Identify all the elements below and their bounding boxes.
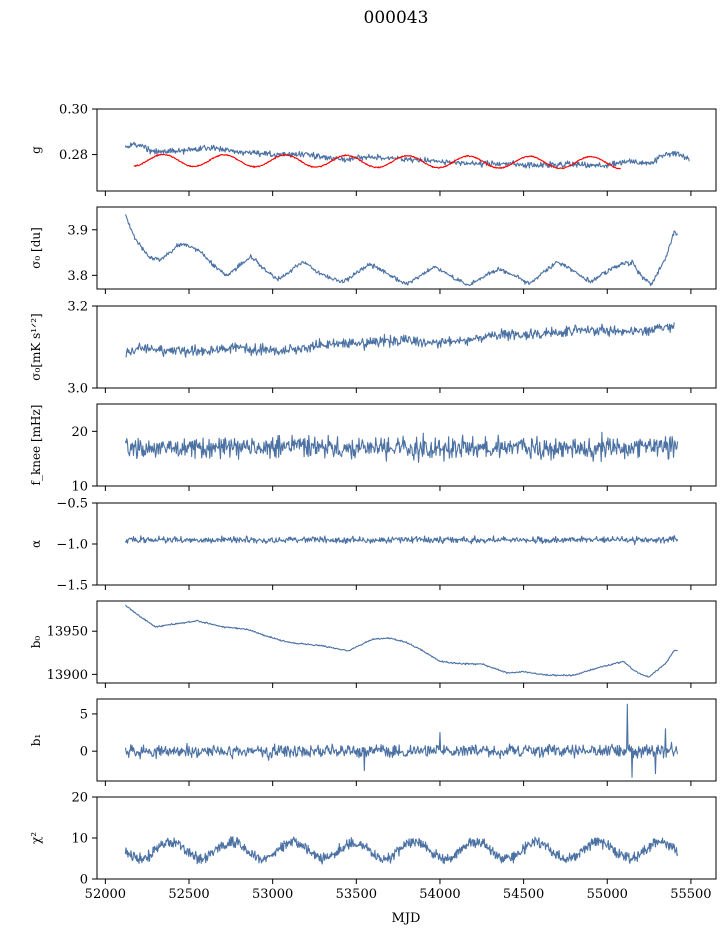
b1-ylabel: b₁ bbox=[29, 734, 43, 747]
chi2-ytick-label: 20 bbox=[71, 791, 88, 806]
alpha-ylabel: α bbox=[29, 540, 43, 548]
fknee-series-line-1 bbox=[124, 431, 679, 463]
panel-sigma0_du: 3.8 3.9 σ₀ [du] bbox=[29, 206, 717, 294]
figure-title: 000043 bbox=[364, 8, 429, 28]
fknee-ytick-label: 10 bbox=[71, 480, 88, 495]
panels: 0.28 0.30 g 3.8 3.9 σ₀ [du] 3.0 3.2 σ₀[mK s¹ᐟ²] 1… bbox=[29, 103, 717, 902]
b0-series-line-1 bbox=[125, 604, 678, 678]
panel-g: 0.28 0.30 g bbox=[29, 103, 717, 196]
chi2-ytick-label: 0 bbox=[80, 873, 88, 888]
fknee-axes-frame bbox=[96, 403, 717, 487]
sigma0_mk-ylabel: σ₀[mK s¹ᐟ²] bbox=[29, 313, 43, 380]
g-ylabel: g bbox=[29, 146, 43, 154]
b1-ytick-label: 5 bbox=[80, 707, 88, 722]
panel-b1: 0 5 b₁ bbox=[29, 698, 717, 786]
sigma0_du-ylabel: σ₀ [du] bbox=[29, 227, 43, 269]
panel-b0: 13900 13950 b₀ bbox=[29, 600, 717, 688]
b0-ytick-label: 13900 bbox=[47, 668, 88, 683]
chi2-axes-frame bbox=[96, 796, 717, 880]
b1-axes-frame bbox=[96, 698, 717, 782]
sigma0_du-ytick-label: 3.8 bbox=[67, 269, 88, 284]
g-series-line-2 bbox=[133, 153, 621, 170]
xtick-label: 55000 bbox=[587, 887, 628, 902]
chi2-series-line-1 bbox=[124, 836, 679, 865]
alpha-series-line-1 bbox=[124, 535, 679, 546]
b0-ytick-label: 13950 bbox=[47, 625, 88, 640]
sigma0_mk-axes-frame bbox=[96, 305, 717, 389]
xtick-label: 55500 bbox=[670, 887, 711, 902]
xtick-label: 54000 bbox=[419, 887, 460, 902]
g-axes-frame bbox=[96, 108, 717, 192]
xtick-label: 52500 bbox=[168, 887, 209, 902]
xtick-label: 53000 bbox=[252, 887, 293, 902]
panel-chi2: 0 10 20 52000 52500 53000 53500 54000 54500 55000… bbox=[29, 791, 717, 902]
xtick-label: 53500 bbox=[336, 887, 377, 902]
g-ytick-label: 0.30 bbox=[59, 103, 88, 118]
xtick-label: 52000 bbox=[85, 887, 126, 902]
panel-alpha: −1.5 −1.0 −0.5 α bbox=[29, 497, 717, 594]
b1-series-line-1 bbox=[124, 703, 679, 778]
b0-axes-frame bbox=[96, 600, 717, 684]
sigma0_du-series-line-1 bbox=[124, 214, 678, 287]
panel-fknee: 10 20 f_knee [mHz] bbox=[29, 403, 717, 495]
alpha-axes-frame bbox=[96, 502, 717, 586]
alpha-ytick-label: −0.5 bbox=[56, 497, 88, 512]
chi2-ylabel: χ² bbox=[29, 832, 43, 844]
b1-ytick-label: 0 bbox=[80, 745, 88, 760]
alpha-ytick-label: −1.0 bbox=[56, 538, 88, 553]
panel-sigma0_mk: 3.0 3.2 σ₀[mK s¹ᐟ²] bbox=[29, 300, 717, 397]
sigma0_mk-ytick-label: 3.2 bbox=[67, 300, 88, 315]
xtick-label: 54500 bbox=[503, 887, 544, 902]
sigma0_mk-series-line-1 bbox=[125, 322, 675, 358]
g-series-line-1 bbox=[124, 141, 690, 169]
sigma0_du-ytick-label: 3.9 bbox=[67, 223, 88, 238]
b0-ylabel: b₀ bbox=[29, 636, 43, 649]
fknee-ylabel: f_knee [mHz] bbox=[29, 405, 43, 486]
g-ytick-label: 0.28 bbox=[59, 148, 88, 163]
chi2-ytick-label: 10 bbox=[71, 832, 88, 847]
sigma0_mk-ytick-label: 3.0 bbox=[67, 382, 88, 397]
alpha-ytick-label: −1.5 bbox=[56, 579, 88, 594]
sigma0_du-axes-frame bbox=[96, 206, 717, 290]
fknee-ytick-label: 20 bbox=[71, 425, 88, 440]
x-axis-label: MJD bbox=[392, 911, 421, 926]
